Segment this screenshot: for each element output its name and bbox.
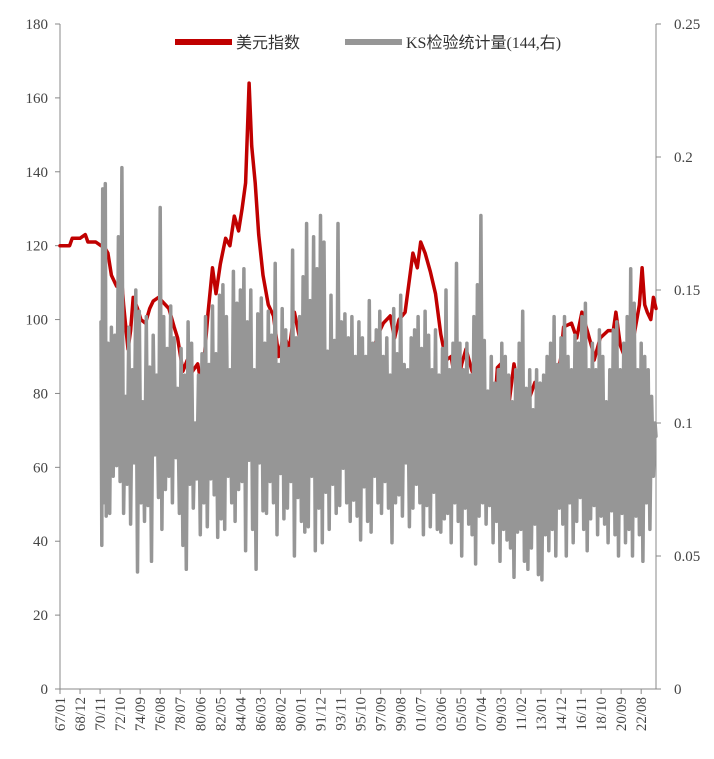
right-tick-label: 0.25 bbox=[674, 17, 700, 33]
x-tick-label: 91/12 bbox=[314, 697, 330, 731]
right-tick-label: 0.05 bbox=[674, 549, 700, 565]
x-tick-label: 99/08 bbox=[394, 697, 410, 731]
right-tick-label: 0.15 bbox=[674, 283, 700, 299]
x-tick-label: 03/06 bbox=[434, 697, 450, 732]
x-tick-label: 07/04 bbox=[474, 697, 490, 732]
left-tick-label: 20 bbox=[33, 608, 48, 624]
x-tick-label: 18/10 bbox=[594, 697, 610, 731]
right-tick-label: 0.2 bbox=[674, 150, 693, 166]
x-tick-label: 76/08 bbox=[153, 697, 169, 731]
right-tick-label: 0 bbox=[674, 682, 682, 698]
x-tick-label: 05/05 bbox=[454, 697, 470, 731]
series-layer bbox=[58, 81, 658, 582]
legend-label-ks-statistic: KS检验统计量(144,右) bbox=[406, 34, 561, 52]
x-tick-label: 78/07 bbox=[173, 697, 189, 732]
x-tick-label: 67/01 bbox=[53, 697, 69, 731]
left-tick-label: 180 bbox=[26, 17, 49, 33]
x-tick-label: 01/07 bbox=[414, 697, 430, 732]
x-tick-label: 74/09 bbox=[133, 697, 149, 731]
x-tick-label: 88/02 bbox=[273, 697, 289, 731]
axes-layer bbox=[59, 24, 657, 690]
left-tick-label: 120 bbox=[26, 239, 49, 255]
left-tick-label: 0 bbox=[41, 682, 49, 698]
x-tick-label: 09/03 bbox=[494, 697, 510, 731]
x-tick-label: 97/09 bbox=[374, 697, 390, 731]
x-tick-label: 68/12 bbox=[73, 697, 89, 731]
right-tick-labels: 0 0.05 0.1 0.15 0.2 0.25 bbox=[656, 17, 700, 698]
left-tick-label: 160 bbox=[26, 91, 49, 107]
legend-label-usd-index: 美元指数 bbox=[236, 34, 300, 52]
legend: 美元指数 KS检验统计量(144,右) bbox=[175, 34, 561, 52]
x-tick-label: 90/01 bbox=[293, 697, 309, 731]
x-tick-label: 13/01 bbox=[534, 697, 550, 731]
x-tick-label: 82/05 bbox=[213, 697, 229, 731]
x-tick-label: 70/11 bbox=[93, 697, 109, 731]
x-tick-label: 72/10 bbox=[113, 697, 129, 731]
x-tick-label: 22/08 bbox=[634, 697, 650, 731]
left-tick-labels: 0 20 40 60 80 100 120 140 160 180 bbox=[26, 17, 60, 698]
x-tick-label: 84/04 bbox=[233, 697, 249, 732]
x-tick-label: 20/09 bbox=[614, 697, 630, 731]
x-tick-label: 16/11 bbox=[574, 697, 590, 731]
left-tick-label: 100 bbox=[26, 313, 49, 329]
x-tick-labels: 67/01 68/12 70/11 72/10 74/09 76/08 78/07 80/06… bbox=[53, 689, 650, 731]
x-tick-label: 93/11 bbox=[334, 697, 350, 731]
series-line-ks-statistic bbox=[99, 165, 658, 582]
x-tick-label: 11/02 bbox=[514, 697, 530, 731]
x-tick-label: 95/10 bbox=[354, 697, 370, 731]
left-tick-label: 60 bbox=[33, 460, 48, 476]
x-tick-label: 80/06 bbox=[193, 697, 209, 732]
right-tick-label: 0.1 bbox=[674, 416, 693, 432]
left-tick-label: 140 bbox=[26, 165, 49, 181]
x-tick-label: 86/03 bbox=[253, 697, 269, 731]
left-tick-label: 80 bbox=[33, 386, 48, 402]
x-tick-label: 14/12 bbox=[554, 697, 570, 731]
left-tick-label: 40 bbox=[33, 534, 48, 550]
